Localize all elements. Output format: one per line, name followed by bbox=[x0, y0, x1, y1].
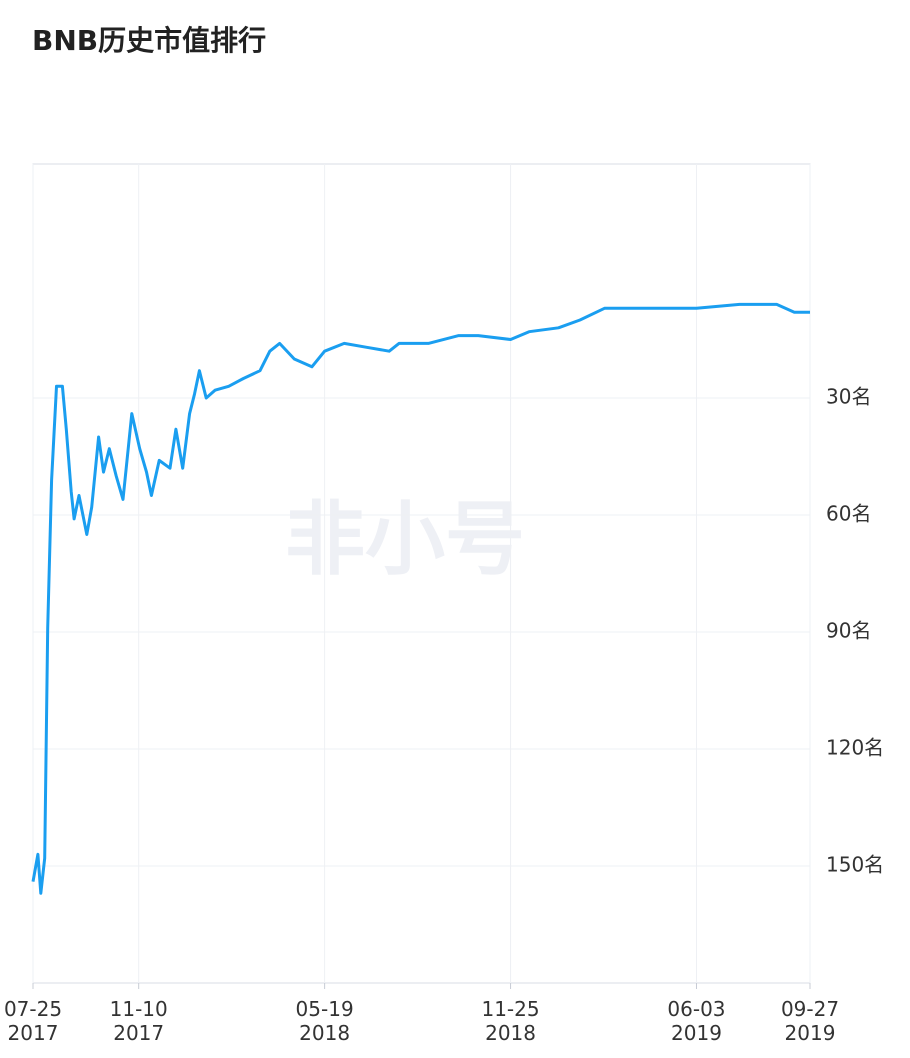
x-tick-label: 06-03 2019 bbox=[667, 997, 726, 1045]
y-tick-label: 60名 bbox=[826, 502, 871, 526]
x-tick-label: 05-19 2018 bbox=[295, 997, 354, 1045]
x-tick-label: 11-25 2018 bbox=[481, 997, 540, 1045]
y-tick-label: 90名 bbox=[826, 619, 871, 643]
chart-title: BNB历史市值排行 bbox=[32, 24, 266, 57]
x-tick-label: 11-10 2017 bbox=[109, 997, 168, 1045]
y-tick-label: 30名 bbox=[826, 385, 871, 409]
watermark: 非小号 bbox=[285, 493, 525, 586]
line bbox=[31, 302, 810, 895]
y-tick-label: 120名 bbox=[826, 736, 884, 760]
x-tick-label: 07-25 2017 bbox=[3, 997, 63, 1045]
x-tick-label: 09-27 2019 bbox=[780, 997, 840, 1045]
y-tick-label: 150名 bbox=[826, 853, 884, 877]
